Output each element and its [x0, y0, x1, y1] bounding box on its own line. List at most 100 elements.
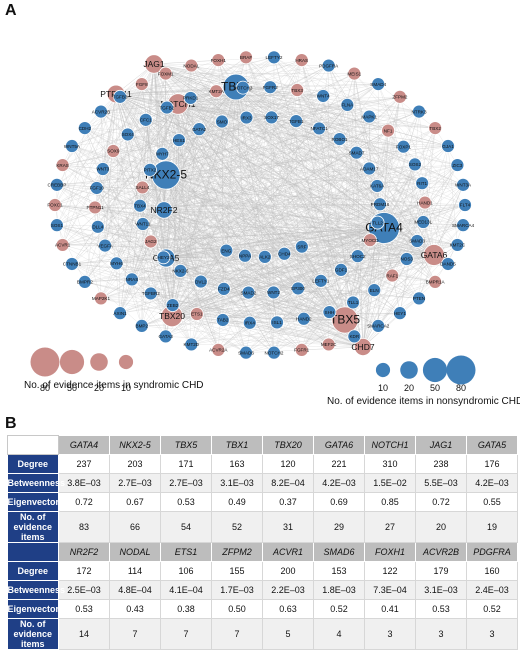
table-row-label: Degree	[8, 455, 59, 474]
gene-node-dll4[interactable]: DLL4	[91, 220, 104, 233]
gene-node-isl1[interactable]: ISL1	[271, 316, 284, 329]
gene-node-smo[interactable]: SMO	[215, 115, 228, 128]
gene-node-acvr1[interactable]: ACVR1	[55, 238, 71, 251]
gene-node-raf1[interactable]: RAF1	[386, 269, 399, 282]
gene-node-hey2[interactable]: HEY2	[157, 251, 170, 264]
gene-node-bmp2[interactable]: BMP2	[135, 319, 148, 332]
gene-node-gdf1[interactable]: GDF1	[335, 263, 348, 276]
gene-node-tll2[interactable]: TLL2	[371, 216, 384, 229]
gene-node-label: KRAS	[56, 163, 69, 168]
gene-node-sox9[interactable]: SOX9	[107, 144, 120, 157]
gene-node-zfpm2[interactable]: ZFPM2	[392, 90, 408, 103]
gene-node-label: FOXH1	[211, 58, 227, 63]
gene-node-label: SMAD2	[241, 290, 257, 295]
gene-node-myh6[interactable]: MYH6	[110, 257, 123, 270]
gene-node-kat6a[interactable]: KAT6A	[370, 179, 385, 192]
gene-node-sos1[interactable]: SOS1	[50, 219, 63, 232]
gene-node-axin1[interactable]: AXIN1	[113, 307, 127, 320]
gene-node-zeb2[interactable]: ZEB2	[166, 299, 179, 312]
table-cell: 27	[365, 512, 416, 543]
table-cell: 54	[161, 512, 212, 543]
table-cell: 3.8E–03	[59, 474, 110, 493]
gene-node-tbx2[interactable]: TBX2	[429, 122, 442, 135]
gene-node-nf1[interactable]: NF1	[382, 124, 395, 137]
gene-node-rit1[interactable]: RIT1	[416, 177, 429, 190]
gene-node-wnt3a[interactable]: WNT3A	[455, 178, 472, 191]
gene-node-meis1[interactable]: MEIS1	[347, 67, 361, 80]
gene-node-zic3[interactable]: ZIC3	[451, 159, 464, 172]
gene-node-wnt4[interactable]: WNT4	[317, 89, 330, 102]
table-cell: 19	[467, 512, 518, 543]
gene-node-srf[interactable]: SRF	[295, 240, 308, 253]
gene-node-label: MYOCD	[361, 238, 379, 243]
gene-node-hes1[interactable]: HES1	[172, 134, 185, 147]
gene-node-sos2[interactable]: SOS2	[408, 158, 421, 171]
gene-node-ets1[interactable]: ETS1	[190, 308, 203, 321]
gene-node-nras[interactable]: NRAS	[125, 273, 138, 286]
gene-node-shh[interactable]: SHH	[323, 306, 336, 319]
gene-node-tll1[interactable]: TLL1	[347, 296, 360, 309]
gene-node-fzd4[interactable]: FZD4	[217, 282, 230, 295]
gene-node-jag2[interactable]: JAG2	[144, 235, 157, 248]
gene-node-kmt2c[interactable]: KMT2C	[450, 238, 466, 251]
table-row-label: Eigenvector	[8, 600, 59, 619]
table-cell: 0.38	[161, 600, 212, 619]
gene-node-kdr[interactable]: KDR	[348, 330, 361, 343]
gene-node-label: PDGFRA	[319, 63, 339, 68]
gene-node-wnt2[interactable]: WNT2	[267, 286, 280, 299]
gene-node-wnt3[interactable]: WNT3	[96, 162, 109, 175]
gene-node-pten[interactable]: PTEN	[413, 292, 426, 305]
gene-node-fgf8[interactable]: FGF8	[135, 78, 148, 91]
gene-node-kras[interactable]: KRAS	[56, 159, 69, 172]
gene-node-fgfr1[interactable]: FGFR1	[294, 343, 310, 356]
gene-node-cfc1[interactable]: CFC1	[139, 113, 152, 126]
gene-node-pitx2[interactable]: PITX2	[143, 163, 156, 176]
gene-node-braf[interactable]: BRAF	[240, 51, 253, 64]
table-cell: 310	[365, 455, 416, 474]
gene-node-bmpr2[interactable]: BMPR2	[77, 275, 93, 288]
gene-node-map2k1[interactable]: MAP2K1	[92, 292, 111, 305]
gene-node-myh7[interactable]: MYH7	[156, 147, 169, 160]
table-cell: 3	[365, 619, 416, 650]
table-cell: 0.53	[161, 493, 212, 512]
table-gene-header: FOXH1	[365, 543, 416, 562]
gene-node-gja1[interactable]: GJA1	[442, 140, 455, 153]
gene-node-label: TLL2	[372, 220, 383, 225]
gene-node-cdh2[interactable]: CDH2	[78, 122, 91, 135]
gene-node-irx4[interactable]: IRX4	[243, 316, 256, 329]
gene-node-label: LEFTY2	[266, 55, 283, 60]
gene-node-sox4[interactable]: SOX4	[121, 128, 134, 141]
gene-node-ntrk3[interactable]: NTRK3	[411, 105, 427, 118]
gene-node-hras[interactable]: HRAS	[295, 54, 308, 67]
gene-node-eln[interactable]: ELN	[368, 284, 381, 297]
gene-node-smad6[interactable]: SMAD6	[238, 346, 254, 359]
gene-node-label: TGFB2	[160, 105, 175, 110]
gene-node-tgfbr2[interactable]: TGFBR2	[142, 287, 161, 300]
gene-node-kmt2d[interactable]: KMT2D	[184, 338, 200, 351]
gene-node-foxc1[interactable]: FOXC1	[47, 198, 63, 211]
gene-node-tbx3[interactable]: TBX3	[291, 84, 304, 97]
table-cell: 106	[161, 562, 212, 581]
gene-node-smarca2[interactable]: SMARCA2	[367, 319, 390, 332]
gene-node-flna[interactable]: FLNA	[341, 98, 354, 111]
table-cell: 7.3E–04	[365, 581, 416, 600]
gene-node-ctnnb1[interactable]: CTNNB1	[63, 257, 82, 270]
gene-node-alk2[interactable]: ALK2	[258, 250, 271, 263]
gene-node-irx3[interactable]: IRX3	[240, 111, 253, 124]
legend-value: 10	[378, 383, 388, 393]
gene-node-nppa[interactable]: NPPA	[238, 249, 252, 262]
gene-node-eng[interactable]: ENG	[220, 244, 233, 257]
gene-node-label: WNT5A	[64, 144, 81, 149]
gene-node-label: HEY1	[394, 311, 406, 316]
gene-node-label: CTNNB1	[63, 262, 82, 267]
gene-node-tbx4[interactable]: TBX4	[133, 199, 146, 212]
gene-node-chd4[interactable]: CHD4	[278, 247, 291, 260]
gene-node-dvl2[interactable]: DVL2	[194, 275, 207, 288]
gene-node-acvr2a[interactable]: ACVR2A	[209, 343, 228, 356]
gene-node-hey1[interactable]: HEY1	[393, 307, 406, 320]
table-row-label: Betweenness	[8, 581, 59, 600]
gene-node-nos3[interactable]: NOS3	[400, 252, 413, 265]
gene-node-tab2[interactable]: TAB2	[216, 313, 229, 326]
gene-node-flt4[interactable]: FLT4	[458, 198, 471, 211]
